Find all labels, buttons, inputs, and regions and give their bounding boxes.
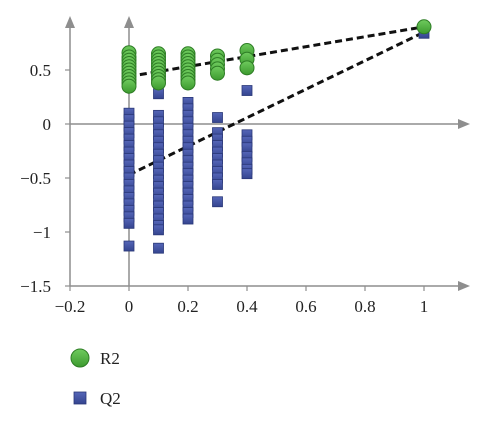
x-tick-label: 0.4 (236, 297, 258, 316)
q2-point (153, 224, 164, 236)
legend-r2-marker (70, 348, 90, 368)
y-zero-arrow (458, 119, 470, 129)
r2-point (180, 75, 196, 91)
q2-point (241, 168, 253, 180)
r2-point (121, 78, 137, 94)
trend-lines (128, 25, 425, 177)
q2-trend-line (128, 30, 425, 177)
r2-point (416, 19, 432, 35)
x-zero-arrow (124, 16, 134, 28)
x-axis-arrow (458, 281, 470, 291)
data-points (121, 19, 432, 254)
y-tick-label: 0 (43, 115, 52, 134)
r2-point (210, 65, 225, 81)
x-tick-label: 0 (125, 297, 134, 316)
q2-point (212, 196, 223, 208)
x-tick-label: 0.8 (354, 297, 375, 316)
r2-point (239, 60, 255, 76)
legend-q2-label: Q2 (100, 389, 121, 408)
y-axis-arrow (65, 16, 75, 28)
y-tick-label: −1.5 (20, 277, 51, 296)
x-tick-label: −0.2 (55, 297, 86, 316)
q2-point (241, 85, 253, 96)
q2-point (212, 112, 223, 123)
q2-point (153, 242, 164, 254)
legend-r2-label: R2 (100, 349, 120, 368)
x-tick-label: 1 (420, 297, 429, 316)
tick-labels: −0.2 0 0.2 0.4 0.6 0.8 1 0.5 0 −0.5 −1 −1.5 (20, 61, 428, 316)
q2-point (123, 217, 135, 229)
q2-point (212, 179, 223, 190)
x-tick-label: 0.2 (177, 297, 198, 316)
legend-q2-marker (73, 391, 87, 405)
y-tick-label: −0.5 (20, 169, 51, 188)
q2-point (123, 240, 135, 252)
r2-trend-line (128, 25, 425, 78)
y-tick-label: 0.5 (30, 61, 51, 80)
legend: R2 Q2 (70, 348, 121, 408)
q2-point (182, 213, 194, 225)
y-tick-label: −1 (33, 223, 51, 242)
r2-point (151, 75, 166, 91)
x-tick-label: 0.6 (295, 297, 316, 316)
